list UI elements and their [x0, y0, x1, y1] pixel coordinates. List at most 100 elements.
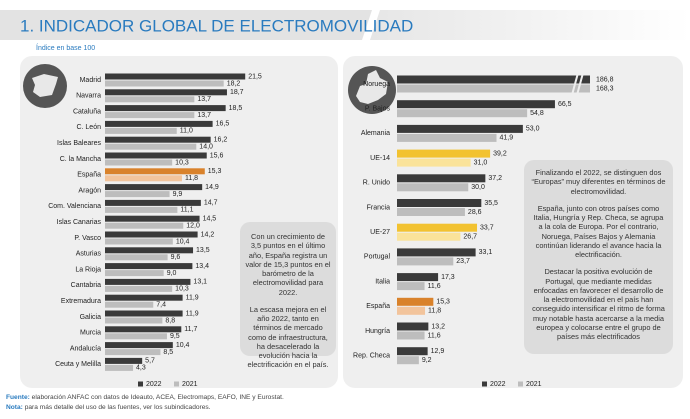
bar: [105, 143, 197, 150]
value-label: 9,9: [173, 191, 183, 198]
value-label: 13,7: [197, 112, 211, 119]
note-paragraph: Finalizando el 2022, se distinguen dos “…: [531, 168, 666, 196]
bar: [397, 133, 497, 142]
bar: [105, 285, 173, 292]
category-label: Extremadura: [61, 298, 101, 305]
europe-map-icon: [348, 66, 396, 114]
bar: [105, 263, 193, 270]
value-label: 18,2: [227, 80, 241, 87]
bar: [105, 310, 183, 317]
axis-break: [576, 72, 584, 96]
footer-note: Nota: para más detalle del uso de las fu…: [6, 404, 211, 411]
bar: [105, 120, 213, 127]
category-label: Murcia: [80, 330, 101, 337]
bar: [397, 282, 425, 291]
value-label: 28,6: [468, 209, 482, 216]
value-label: 9,6: [171, 254, 181, 261]
value-label: 8,8: [165, 317, 175, 324]
bar: [105, 231, 198, 238]
bar: [397, 232, 461, 241]
value-label: 17,3: [441, 274, 455, 281]
value-label: 14,9: [205, 184, 219, 191]
bar: [105, 364, 134, 371]
category-label: Noruega: [363, 81, 390, 88]
bar: [105, 73, 246, 80]
category-label: UE-14: [370, 155, 390, 162]
bar: [105, 112, 195, 119]
category-label: Andalucía: [70, 345, 101, 352]
value-label: 11,0: [180, 128, 193, 135]
value-label: 15,6: [210, 152, 224, 159]
value-label: 11,8: [428, 308, 441, 315]
bar: [105, 89, 227, 96]
category-label: P. Vasco: [74, 235, 101, 242]
category-label: Rep. Checa: [353, 353, 390, 360]
value-label: 10,3: [175, 286, 189, 293]
value-label: 4,3: [136, 365, 146, 372]
legend-swatch: [174, 381, 179, 387]
category-label: Aragón: [78, 187, 101, 194]
value-label: 12,9: [431, 348, 445, 355]
spain-map-icon: [23, 64, 67, 108]
bar: [105, 105, 226, 112]
value-label: 8,5: [163, 349, 173, 356]
countries-chart: Noruega 186,8 168,3 P. Bajos 66,5 54,8 Alemani…: [353, 72, 614, 388]
spain-note: Con un crecimiento de 3,5 puntos en el ú…: [240, 222, 336, 369]
category-label: R. Unido: [363, 180, 390, 187]
bar: [105, 206, 178, 213]
value-label: 11,9: [186, 295, 199, 302]
bar: [397, 149, 491, 158]
title-tab: [0, 10, 372, 40]
bar: [105, 278, 191, 285]
value-label: 7,4: [156, 302, 166, 309]
bar: [105, 254, 168, 261]
europe-note: Finalizando el 2022, se distinguen dos “…: [524, 160, 673, 354]
bar: [397, 199, 482, 207]
value-label: 14,2: [201, 231, 215, 238]
page-title: 1. INDICADOR GLOBAL DE ELECTROMOVILIDAD: [20, 16, 413, 35]
bar: [105, 349, 161, 356]
category-label: P. Bajos: [365, 106, 391, 113]
bar: [397, 183, 469, 192]
axis-break: [571, 72, 579, 96]
value-label: 9,5: [170, 333, 180, 340]
bar: [105, 342, 173, 349]
value-label: 9,0: [167, 270, 177, 277]
bar: [105, 333, 167, 340]
bar: [105, 191, 170, 198]
value-label: 13,1: [193, 279, 207, 286]
bar: [397, 158, 471, 167]
bar: [397, 75, 590, 84]
bar: [397, 248, 476, 257]
legend-swatch: [518, 381, 523, 387]
value-label: 23,7: [456, 258, 470, 265]
bar: [105, 96, 195, 103]
value-label: 13,2: [431, 323, 445, 330]
category-label: Asturias: [76, 251, 102, 258]
category-label: Hungría: [365, 328, 390, 335]
bar: [397, 124, 523, 133]
value-label: 16,5: [216, 121, 230, 128]
value-label: 11,8: [185, 175, 198, 182]
footer-text: para más detalle del uso de las fuentes,…: [24, 404, 211, 411]
value-label: 37,2: [488, 175, 502, 182]
bar: [397, 208, 465, 216]
bar: [105, 357, 143, 364]
bar: [397, 297, 434, 306]
legend-label: 2021: [182, 381, 198, 388]
category-label: Cataluña: [73, 108, 101, 115]
value-label: 33,7: [480, 225, 494, 232]
bar: [105, 184, 203, 191]
value-label: 54,8: [530, 110, 544, 117]
bar: [105, 238, 173, 245]
value-label: 16,2: [214, 137, 228, 144]
value-label: 13,4: [195, 263, 209, 270]
value-label: 41,9: [500, 135, 514, 142]
bar: [105, 199, 201, 206]
legend-label: 2022: [146, 381, 162, 388]
category-label: Italia: [375, 278, 390, 285]
bar: [105, 152, 207, 159]
bar: [105, 247, 194, 254]
category-label: Portugal: [364, 254, 391, 261]
